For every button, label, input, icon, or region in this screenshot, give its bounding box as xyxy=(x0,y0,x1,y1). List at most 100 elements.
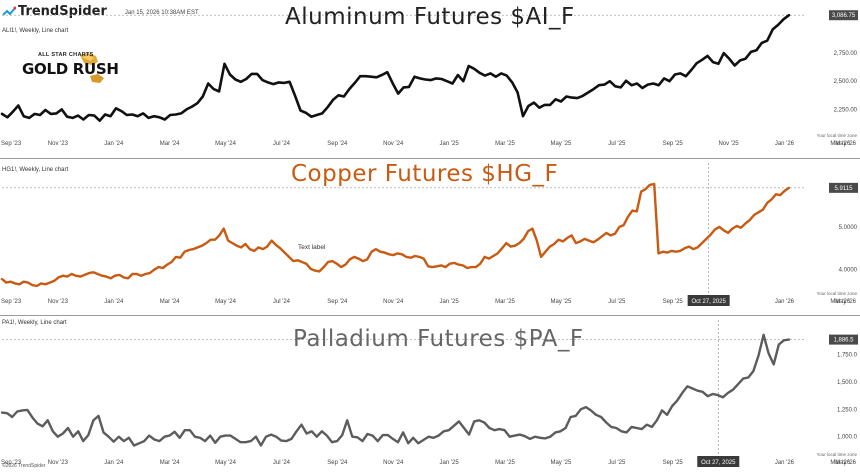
copper-crosshair-box xyxy=(687,295,730,306)
copper-series-line xyxy=(0,182,791,288)
aluminum-subtitle: ALI1!, Weekly, Line chart xyxy=(2,28,69,34)
aluminum-panel: 2,250.00 2,500.00 2,750.00 3,086.75 Sep '23 N… xyxy=(0,0,860,158)
palladium-last-value: 1,886.5 xyxy=(833,338,854,344)
y-tick-label: 2,750.00 xyxy=(834,51,858,57)
x-tick-label: Jan '24 xyxy=(104,299,124,305)
palladium-crosshair-label: Oct 27, 2025 xyxy=(701,460,736,466)
x-tick-label: May '25 xyxy=(550,460,571,466)
badge-main-text: GOLD RUSH xyxy=(22,60,119,78)
x-tick-label: Nov '24 xyxy=(383,460,404,466)
x-tick-label: Jan '25 xyxy=(440,141,460,147)
copper-last-value-box xyxy=(829,182,858,193)
palladium-last-value-box xyxy=(829,334,858,345)
palladium-series-line xyxy=(0,333,791,447)
x-tick-label: Nov '24 xyxy=(383,299,404,305)
x-tick-label: Jul '24 xyxy=(273,141,291,147)
x-tick-label: Mar '25 xyxy=(495,141,515,147)
aluminum-timezone-note: Your local time zone xyxy=(817,133,858,138)
x-tick-label: Mar '24 xyxy=(160,141,180,147)
aluminum-series-line xyxy=(0,13,791,122)
x-tick-label: Sep '25 xyxy=(663,460,684,466)
trendspider-logo-icon xyxy=(2,6,16,16)
x-tick-label: Jul '24 xyxy=(273,460,291,466)
copper-timezone-note: Your local time zone xyxy=(817,291,858,296)
x-tick-label: Sep '23 xyxy=(1,299,22,305)
aluminum-last-value: 3,086.75 xyxy=(832,13,856,19)
x-tick-label: May '26 xyxy=(835,299,856,305)
y-tick-label: 1,250.0 xyxy=(837,407,858,413)
x-tick-label: Nov '23 xyxy=(48,141,69,147)
timestamp: Jan 15, 2026 10:38AM EST xyxy=(124,9,199,16)
brand-name: TrendSpider xyxy=(18,4,107,19)
x-tick-label: Sep '25 xyxy=(663,299,684,305)
x-tick-label: May '25 xyxy=(550,141,571,147)
x-tick-label: Nov '23 xyxy=(48,460,69,466)
x-tick-label: Mar '25 xyxy=(495,299,515,305)
copyright: ©2026 TrendSpider xyxy=(2,463,46,469)
copper-annotation-text: Text label xyxy=(298,244,326,251)
x-tick-label: Mar '26 xyxy=(830,299,850,305)
x-tick-label: Jan '25 xyxy=(440,460,460,466)
palladium-crosshair-box xyxy=(697,456,740,467)
x-tick-label: May '26 xyxy=(835,460,856,466)
x-tick-label: Mar '26 xyxy=(830,460,850,466)
x-tick-label: May '24 xyxy=(215,460,236,466)
panel-divider xyxy=(0,315,860,316)
badge-top-text: ALL STAR CHARTS xyxy=(38,52,94,58)
palladium-timezone-note: Your local time zone xyxy=(817,452,858,457)
copper-price-axis xyxy=(807,159,860,313)
x-tick-label: May '25 xyxy=(550,299,571,305)
y-tick-label: 1,000.0 xyxy=(837,435,858,441)
x-tick-label: Jan '26 xyxy=(775,460,795,466)
x-tick-label: Nov '24 xyxy=(383,141,404,147)
x-tick-label: Sep '24 xyxy=(327,141,348,147)
x-tick-label: Sep '23 xyxy=(1,460,22,466)
x-tick-label: Nov '23 xyxy=(48,299,69,305)
x-tick-label: Jul '25 xyxy=(608,460,626,466)
y-tick-label: 4.0000 xyxy=(839,268,858,274)
x-tick-label: Mar '25 xyxy=(495,460,515,466)
x-tick-label: May '24 xyxy=(215,299,236,305)
x-tick-label: Sep '24 xyxy=(327,299,348,305)
palladium-panel: 1,000.0 1,250.0 1,500.0 1,750.0 Oct 27, 2025… xyxy=(0,316,860,472)
copper-last-value: 5.9115 xyxy=(835,186,854,192)
x-tick-label: May '24 xyxy=(215,141,236,147)
x-tick-label: Mar '24 xyxy=(160,460,180,466)
y-tick-label: 5.0000 xyxy=(839,225,858,231)
y-tick-label: 1,750.0 xyxy=(837,353,858,359)
x-tick-label: Jul '25 xyxy=(608,141,626,147)
x-tick-label: May '26 xyxy=(835,141,856,147)
x-tick-label: Sep '25 xyxy=(663,141,684,147)
aluminum-chart-svg: 2,250.00 2,500.00 2,750.00 3,086.75 Sep '23 N… xyxy=(0,0,860,155)
palladium-subtitle: PA1!, Weekly, Line chart xyxy=(2,320,67,326)
copper-panel: 4.0000 5.0000 Oct 27, 2025 5.9115 Text label… xyxy=(0,159,860,315)
copper-title: Copper Futures $HG_F xyxy=(291,161,559,187)
copper-crosshair-label: Oct 27, 2025 xyxy=(691,299,726,305)
x-tick-label: Mar '26 xyxy=(830,141,850,147)
y-tick-label: 2,250.00 xyxy=(834,107,858,113)
x-tick-label: Jan '26 xyxy=(775,299,795,305)
aluminum-last-value-box xyxy=(829,10,858,21)
x-tick-label: Mar '24 xyxy=(160,299,180,305)
x-tick-label: Sep '24 xyxy=(327,460,348,466)
y-tick-label: 1,500.0 xyxy=(837,380,858,386)
brand-header: TrendSpider Jan 15, 2026 10:38AM EST xyxy=(2,4,199,19)
aluminum-price-axis xyxy=(807,0,860,155)
palladium-chart-svg: 1,000.0 1,250.0 1,500.0 1,750.0 Oct 27, 2025… xyxy=(0,316,860,472)
gold-rush-badge: ALL STAR CHARTS GOLD RUSH xyxy=(18,52,119,86)
x-tick-label: Jan '24 xyxy=(104,141,124,147)
panel-divider xyxy=(0,158,860,159)
x-tick-label: Jan '24 xyxy=(104,460,124,466)
x-tick-label: Jan '26 xyxy=(775,141,795,147)
x-tick-label: Jan '25 xyxy=(440,299,460,305)
aluminum-title: Aluminum Futures $AI_F xyxy=(285,4,575,30)
palladium-title: Palladium Futures $PA_F xyxy=(293,326,584,352)
x-tick-label: Jul '25 xyxy=(608,299,626,305)
x-tick-label: Nov '25 xyxy=(718,141,739,147)
x-tick-label: Jul '24 xyxy=(273,299,291,305)
copper-subtitle: HG1!, Weekly, Line chart xyxy=(2,167,69,173)
y-tick-label: 2,500.00 xyxy=(834,79,858,85)
copper-chart-svg: 4.0000 5.0000 Oct 27, 2025 5.9115 Text label… xyxy=(0,159,860,313)
x-tick-label: Sep '23 xyxy=(1,141,22,147)
